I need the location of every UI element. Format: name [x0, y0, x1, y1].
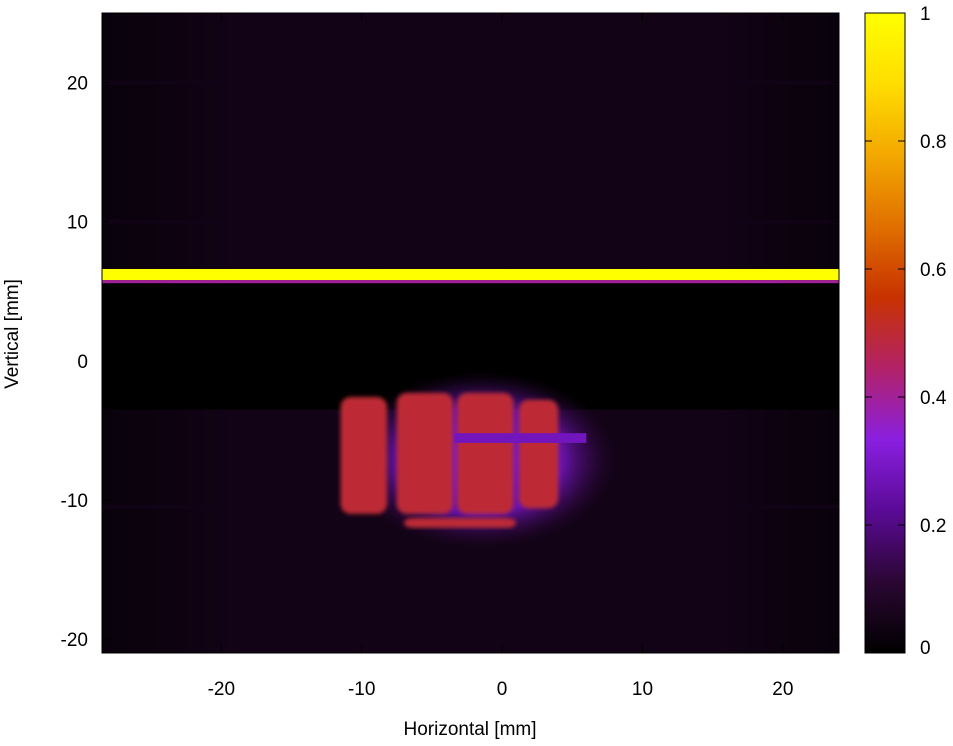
- heatmap-notch: [454, 433, 587, 443]
- y-tick-label: 20: [67, 74, 88, 95]
- heatmap-hot-block: [403, 518, 517, 528]
- y-axis-label: Vertical [mm]: [2, 279, 23, 389]
- heatmap-hot-block: [457, 392, 514, 514]
- colorbar-tick-label: 0.2: [920, 516, 946, 537]
- colorbar-gradient: [864, 12, 906, 654]
- colorbar-tick-label: 0.6: [920, 260, 946, 281]
- colorbar-tick-label: 1: [920, 4, 931, 25]
- plot-border: [101, 12, 840, 654]
- y-tick-label: -20: [61, 630, 88, 651]
- x-tick-label: -20: [208, 679, 235, 700]
- y-tick-label: 0: [77, 352, 88, 373]
- y-tick-label: -10: [61, 491, 88, 512]
- x-tick-label: -10: [348, 679, 375, 700]
- x-tick-label: 0: [497, 679, 508, 700]
- colorbar-tick-label: 0.4: [920, 388, 947, 409]
- heatmap-bright-line-edge: [102, 280, 839, 284]
- colorbar: 0 0.2 0.4 0.6 0.8 1: [864, 4, 947, 659]
- x-tick-label: 20: [772, 679, 793, 700]
- x-axis-label: Horizontal [mm]: [403, 719, 536, 740]
- heatmap-hot-block: [340, 397, 387, 514]
- heatmap-hot-block: [396, 392, 453, 514]
- heatmap-hot-block: [518, 399, 559, 509]
- x-tick-label: 10: [632, 679, 653, 700]
- y-tick-label: 10: [67, 213, 88, 234]
- heatmap-bright-line: [102, 269, 839, 281]
- plot-frame: [101, 12, 840, 654]
- x-axis: -20 -10 0 10 20: [208, 13, 793, 700]
- colorbar-tick-label: 0: [920, 638, 931, 659]
- plot-area: [102, 13, 839, 653]
- y-axis: -20 -10 0 10 20: [61, 74, 839, 651]
- colorbar-tick-label: 0.8: [920, 132, 946, 153]
